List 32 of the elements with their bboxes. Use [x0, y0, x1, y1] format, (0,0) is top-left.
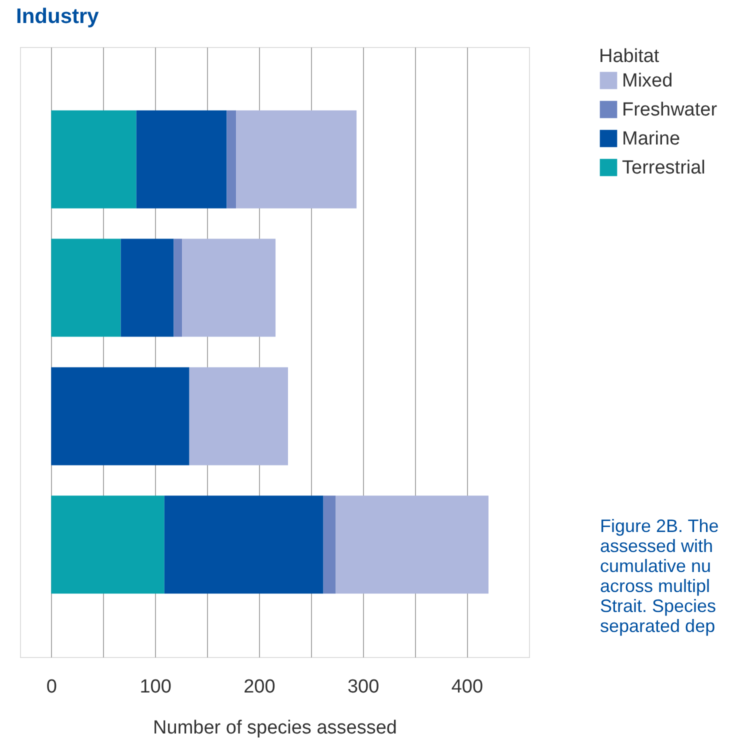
bar — [336, 496, 488, 594]
bar — [51, 496, 164, 594]
x-tick-label: 0 — [46, 676, 57, 698]
text: Strait. Species — [600, 596, 716, 616]
x-tick-label: 200 — [244, 676, 276, 698]
bar — [236, 110, 357, 208]
bar — [120, 238, 174, 337]
legend-label: Freshwater — [622, 100, 718, 120]
legend-title: Habitat — [599, 46, 660, 67]
legend-label: Terrestrial — [622, 158, 706, 178]
bar — [51, 367, 190, 466]
x-tick-label: 100 — [140, 676, 172, 698]
bar — [174, 238, 182, 337]
text: assessed with — [600, 536, 714, 556]
caption: Figure 2B. The — [600, 516, 719, 536]
bar — [51, 110, 136, 208]
chart-title: Industry — [16, 5, 100, 28]
bar — [164, 496, 324, 594]
x-tick-label: 300 — [347, 676, 380, 698]
x-axis-title: Number of species assessed — [153, 718, 397, 738]
legend-label: Marine — [622, 128, 680, 150]
bar — [51, 238, 121, 337]
text: across multipl — [600, 576, 710, 596]
bar — [226, 110, 236, 208]
legend-label: Mixed — [622, 70, 673, 92]
bar — [182, 238, 276, 337]
text: separated dep — [600, 616, 716, 636]
bar — [136, 110, 227, 208]
text: cumulative nu — [600, 556, 712, 576]
x-tick-label: 400 — [451, 676, 484, 698]
bar — [189, 367, 288, 466]
bar — [323, 496, 336, 594]
